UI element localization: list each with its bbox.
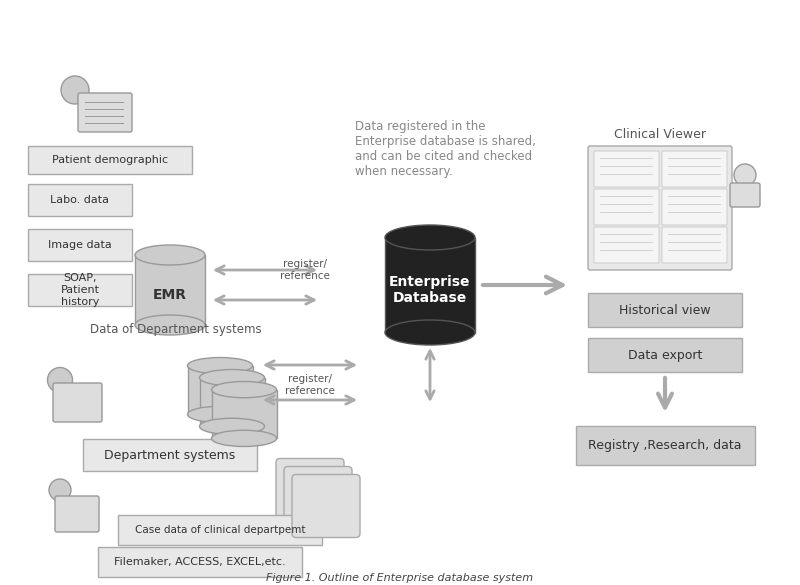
Text: Enterprise
Database: Enterprise Database [390, 275, 470, 305]
FancyBboxPatch shape [83, 439, 257, 471]
FancyBboxPatch shape [594, 151, 659, 187]
FancyBboxPatch shape [98, 547, 302, 577]
FancyBboxPatch shape [575, 425, 754, 464]
Text: Data export: Data export [628, 349, 702, 362]
FancyBboxPatch shape [199, 378, 265, 426]
Ellipse shape [199, 418, 265, 435]
Ellipse shape [135, 245, 205, 265]
FancyBboxPatch shape [211, 390, 277, 438]
Text: register/
reference: register/ reference [280, 259, 330, 281]
Text: Patient demographic: Patient demographic [52, 155, 168, 165]
Ellipse shape [385, 320, 475, 345]
FancyBboxPatch shape [187, 366, 253, 414]
FancyBboxPatch shape [78, 93, 132, 132]
FancyBboxPatch shape [594, 189, 659, 225]
Text: Image data: Image data [48, 240, 112, 250]
FancyBboxPatch shape [292, 474, 360, 538]
FancyBboxPatch shape [276, 459, 344, 521]
FancyBboxPatch shape [662, 227, 727, 263]
Text: Case data of clinical departpemt: Case data of clinical departpemt [134, 525, 306, 535]
FancyBboxPatch shape [594, 227, 659, 263]
Ellipse shape [61, 76, 89, 104]
Text: Historical view: Historical view [619, 304, 711, 316]
Ellipse shape [211, 381, 277, 398]
FancyBboxPatch shape [588, 146, 732, 270]
FancyBboxPatch shape [55, 496, 99, 532]
Ellipse shape [199, 370, 265, 386]
Text: register/
reference: register/ reference [285, 374, 335, 396]
Ellipse shape [135, 315, 205, 335]
Ellipse shape [385, 225, 475, 250]
Ellipse shape [187, 357, 253, 374]
FancyBboxPatch shape [28, 184, 132, 216]
Text: EMR: EMR [153, 288, 187, 302]
Text: Clinical Viewer: Clinical Viewer [614, 129, 706, 142]
Text: Filemaker, ACCESS, EXCEL,etc.: Filemaker, ACCESS, EXCEL,etc. [114, 557, 286, 567]
FancyBboxPatch shape [730, 183, 760, 207]
FancyBboxPatch shape [28, 274, 132, 306]
FancyBboxPatch shape [662, 151, 727, 187]
Text: Data registered in the
Enterprise database is shared,
and can be cited and check: Data registered in the Enterprise databa… [355, 120, 536, 178]
FancyBboxPatch shape [53, 383, 102, 422]
FancyBboxPatch shape [118, 515, 322, 545]
FancyBboxPatch shape [284, 466, 352, 529]
Text: Figure 1. Outline of Enterprise database system: Figure 1. Outline of Enterprise database… [266, 573, 534, 583]
Text: Registry ,Research, data: Registry ,Research, data [588, 439, 742, 452]
FancyBboxPatch shape [135, 255, 205, 325]
FancyBboxPatch shape [385, 238, 475, 332]
Text: Department systems: Department systems [104, 449, 236, 462]
Text: SOAP,
Patient
history: SOAP, Patient history [61, 273, 99, 307]
Text: Data of Department systems: Data of Department systems [90, 324, 262, 336]
Ellipse shape [187, 406, 253, 422]
FancyBboxPatch shape [588, 293, 742, 327]
FancyBboxPatch shape [28, 229, 132, 261]
FancyBboxPatch shape [662, 189, 727, 225]
FancyBboxPatch shape [28, 146, 192, 174]
Text: Labo. data: Labo. data [50, 195, 110, 205]
Ellipse shape [734, 164, 756, 186]
Ellipse shape [211, 430, 277, 446]
Ellipse shape [49, 479, 71, 501]
FancyBboxPatch shape [588, 338, 742, 372]
Ellipse shape [47, 367, 73, 393]
